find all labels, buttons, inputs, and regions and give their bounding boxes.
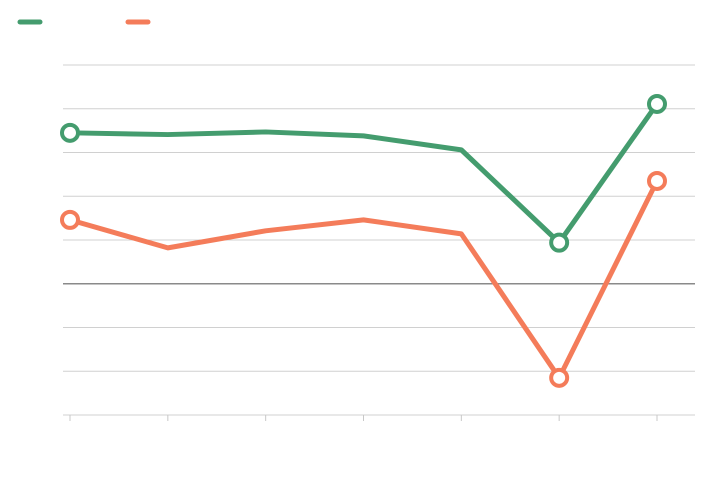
series-line bbox=[69, 179, 660, 381]
point-marker bbox=[60, 122, 80, 143]
point-marker bbox=[60, 209, 80, 230]
point-marker bbox=[549, 232, 570, 253]
point-marker bbox=[549, 367, 570, 388]
point-marker bbox=[647, 93, 667, 114]
point-marker bbox=[647, 170, 667, 191]
